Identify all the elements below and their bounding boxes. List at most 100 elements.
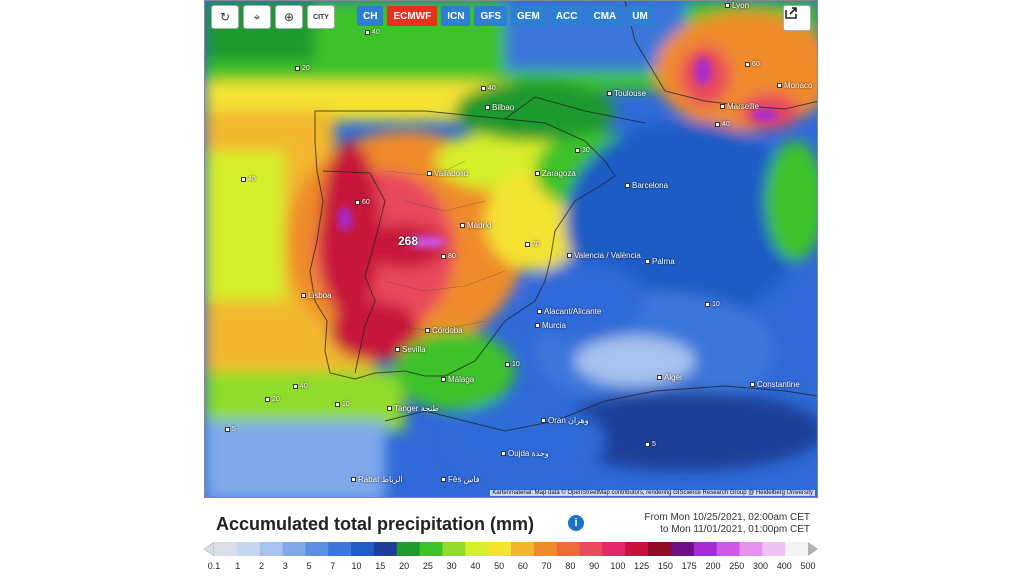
- scale-arrow-right: [808, 542, 818, 556]
- map-attribution: Kartenmaterial: Map data © OpenStreetMap…: [490, 490, 815, 496]
- place-label: Valencia / València: [567, 251, 641, 260]
- contour-label: 40: [365, 29, 380, 36]
- place-label: Palma: [645, 257, 675, 266]
- contour-label: 10: [705, 301, 720, 308]
- scale-swatch: [396, 542, 421, 556]
- scale-swatch: [648, 542, 672, 556]
- scale-swatch: [305, 542, 329, 556]
- scale-label: 3: [282, 561, 288, 571]
- place-label: Alger: [657, 373, 683, 382]
- scale-label: 100: [610, 561, 626, 571]
- scale-swatch: [739, 542, 763, 556]
- scale-label: 60: [517, 561, 528, 571]
- contour-label: 5: [645, 441, 656, 448]
- zoom-icon[interactable]: ⊕: [275, 5, 303, 29]
- scale-label: 10: [351, 561, 362, 571]
- place-label: Lisboa: [301, 291, 332, 300]
- model-button-acc[interactable]: ACC: [549, 6, 584, 26]
- scale-swatch: [670, 542, 695, 556]
- scale-label: 175: [681, 561, 697, 571]
- scale-label: 1: [235, 561, 241, 571]
- scale-label: 200: [705, 561, 721, 571]
- model-button-um[interactable]: UM: [626, 6, 654, 26]
- location-pin-icon[interactable]: ⌖: [243, 5, 271, 29]
- precipitation-field: [205, 1, 817, 497]
- place-label: Sevilla: [395, 345, 426, 354]
- scale-label: 500: [800, 561, 816, 571]
- scale-swatch: [579, 542, 603, 556]
- scale-label: 5: [306, 561, 312, 571]
- scale-label: 150: [657, 561, 673, 571]
- scale-label: 30: [446, 561, 457, 571]
- scale-label: 400: [776, 561, 792, 571]
- period-to: to Mon 11/01/2021, 01:00pm CET: [660, 524, 810, 535]
- place-label: Bilbao: [485, 103, 514, 112]
- contour-label: 20: [295, 65, 310, 72]
- contour-label: 40: [241, 176, 256, 183]
- scale-label: 90: [589, 561, 600, 571]
- place-label: Fès فاس: [441, 475, 480, 484]
- scale-label: 40: [470, 561, 481, 571]
- contour-label: 30: [575, 147, 590, 154]
- contour-label: 5: [225, 426, 236, 433]
- model-button-icn[interactable]: ICN: [441, 6, 471, 26]
- scale-swatch: [785, 542, 809, 556]
- place-label: Rabat الرباط: [351, 475, 403, 484]
- contour-label: 10: [505, 361, 520, 368]
- max-value-label: 268: [398, 234, 419, 248]
- scale-label: 2: [259, 561, 265, 571]
- place-label: Oran وهران: [541, 416, 589, 425]
- scale-swatch: [625, 542, 649, 556]
- color-scale: [204, 541, 818, 557]
- model-button-ecmwf[interactable]: ECMWF: [387, 6, 438, 26]
- contour-label: 60: [745, 61, 760, 68]
- scale-swatch: [511, 542, 535, 556]
- scale-swatch: [442, 542, 466, 556]
- model-button-cma[interactable]: CMA: [587, 6, 623, 26]
- scale-swatch: [236, 542, 261, 556]
- scale-swatch: [419, 542, 443, 556]
- scale-swatch: [762, 542, 786, 556]
- precipitation-map[interactable]: ↻ ⌖ ⊕ CITY CH ECMWF ICN GFS GEM ACC CMA …: [204, 0, 818, 498]
- place-label: Zaragoza: [535, 169, 576, 178]
- scale-swatch: [282, 542, 306, 556]
- scale-label: 7: [330, 561, 336, 571]
- scale-swatch: [214, 542, 238, 556]
- place-label: Barcelona: [625, 181, 668, 190]
- contour-label: 40: [481, 85, 496, 92]
- scale-swatch: [373, 542, 398, 556]
- contour-label: 80: [441, 253, 456, 260]
- scale-swatch: [716, 542, 740, 556]
- place-label: Madrid: [460, 221, 491, 230]
- scale-label: 80: [565, 561, 576, 571]
- scale-label: 50: [494, 561, 505, 571]
- share-icon[interactable]: [783, 5, 811, 31]
- scale-swatch: [602, 542, 626, 556]
- place-label: Málaga: [441, 375, 474, 384]
- scale-swatch: [351, 542, 375, 556]
- info-icon[interactable]: i: [568, 515, 584, 531]
- forecast-period: From Mon 10/25/2021, 02:00am CET to Mon …: [644, 512, 810, 536]
- scale-swatch: [259, 542, 284, 556]
- model-button-gfs[interactable]: GFS: [474, 6, 508, 26]
- scale-label: 70: [541, 561, 552, 571]
- model-selector: CH ECMWF ICN GFS GEM ACC CMA UM: [357, 6, 654, 26]
- contour-label: 20: [265, 396, 280, 403]
- scale-swatch: [533, 542, 558, 556]
- place-label: Murcia: [535, 321, 566, 330]
- place-label: Alacant/Alicante: [537, 307, 601, 316]
- scale-swatch: [328, 542, 352, 556]
- scale-label: 300: [752, 561, 768, 571]
- model-button-gem[interactable]: GEM: [511, 6, 546, 26]
- contour-label: 40: [715, 121, 730, 128]
- color-scale-labels: 0.1 1 2 3 5 7 10 15 20 25 30 40 50 60 70 80 90 100 125 150 1…: [208, 561, 816, 573]
- place-label: Córdoba: [425, 326, 463, 335]
- contour-label: 20: [525, 241, 540, 248]
- scale-label: 15: [375, 561, 386, 571]
- model-button-ch[interactable]: CH: [357, 6, 384, 26]
- city-icon[interactable]: CITY: [307, 5, 335, 29]
- contour-label: 40: [293, 383, 308, 390]
- refresh-icon[interactable]: ↻: [211, 5, 239, 29]
- place-label: Monaco: [777, 81, 812, 90]
- place-label: Oujda وجدة: [501, 449, 549, 458]
